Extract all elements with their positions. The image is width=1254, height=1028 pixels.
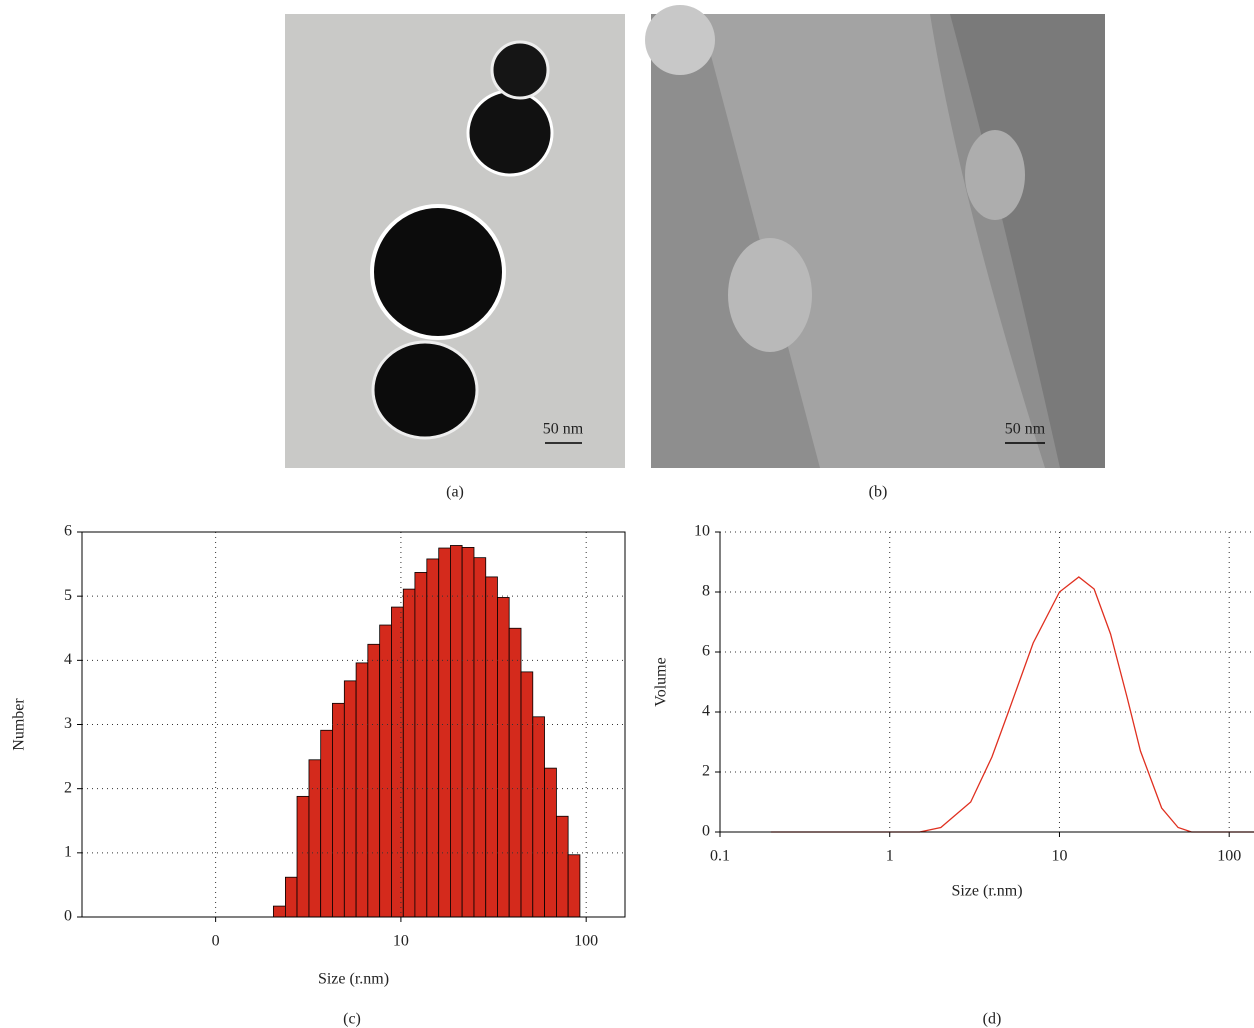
bar: [438, 547, 451, 918]
bar: [367, 643, 381, 918]
y-tick-label: 6: [64, 523, 72, 540]
y-tick-label: 4: [64, 651, 72, 668]
bar: [508, 627, 522, 918]
bar: [272, 905, 286, 918]
particle: [466, 89, 554, 177]
bar: [520, 671, 534, 918]
surface: [700, 14, 1045, 468]
bar: [473, 557, 487, 918]
y-tick-label: 2: [64, 779, 72, 796]
y-tick-label: 0: [702, 823, 710, 840]
y-tick-label: 2: [702, 763, 710, 780]
x-tick-label: 1: [886, 848, 894, 865]
y-axis-label: Number: [11, 698, 28, 751]
bar: [461, 547, 475, 918]
axes: [719, 532, 1254, 833]
bar: [497, 597, 510, 918]
bar: [556, 815, 569, 918]
x-axis-label: Size (r.nm): [951, 883, 1022, 900]
x-tick-label: 0: [212, 933, 220, 950]
x-tick-label: 0.1: [710, 848, 730, 865]
y-tick-label: 4: [702, 703, 710, 720]
surface: [880, 14, 1105, 468]
y-tick-label: 3: [64, 715, 72, 732]
caption: (b): [869, 484, 888, 501]
y-tick-label: 5: [64, 587, 72, 604]
bar: [296, 795, 310, 918]
bar: [308, 759, 322, 918]
bar: [414, 572, 428, 918]
x-tick-label: 100: [574, 933, 598, 950]
particle: [490, 40, 550, 100]
axes: [81, 531, 626, 918]
y-tick-label: 6: [702, 643, 710, 660]
x-tick-label: 100: [1217, 848, 1241, 865]
particle: [728, 238, 812, 352]
x-axis-label: Size (r.nm): [318, 971, 389, 988]
bar: [450, 545, 463, 918]
caption: (a): [446, 484, 464, 501]
bar: [285, 876, 298, 918]
caption: (c): [343, 1011, 361, 1028]
bar: [544, 767, 557, 918]
y-tick-label: 1: [64, 844, 72, 861]
bar: [343, 680, 357, 918]
particle: [965, 130, 1025, 220]
scale-label: 50 nm: [543, 421, 584, 438]
y-axis-label: Volume: [653, 657, 670, 706]
bar: [320, 729, 333, 918]
y-tick-label: 10: [694, 523, 710, 540]
bar: [402, 588, 416, 918]
caption: (d): [983, 1011, 1002, 1028]
bar: [332, 702, 345, 918]
bar: [532, 716, 545, 918]
bar: [355, 662, 369, 918]
bar: [379, 624, 392, 918]
x-tick-label: 10: [1051, 848, 1067, 865]
bar: [391, 606, 404, 918]
line: [771, 576, 1254, 833]
scale-label: 50 nm: [1005, 421, 1046, 438]
particle: [371, 340, 479, 440]
particle: [370, 204, 506, 340]
y-tick-label: 0: [64, 908, 72, 925]
bar: [567, 854, 581, 918]
x-tick-label: 10: [393, 933, 409, 950]
bar: [426, 558, 440, 918]
particle: [645, 5, 715, 75]
y-tick-label: 8: [702, 583, 710, 600]
bar: [485, 576, 498, 918]
